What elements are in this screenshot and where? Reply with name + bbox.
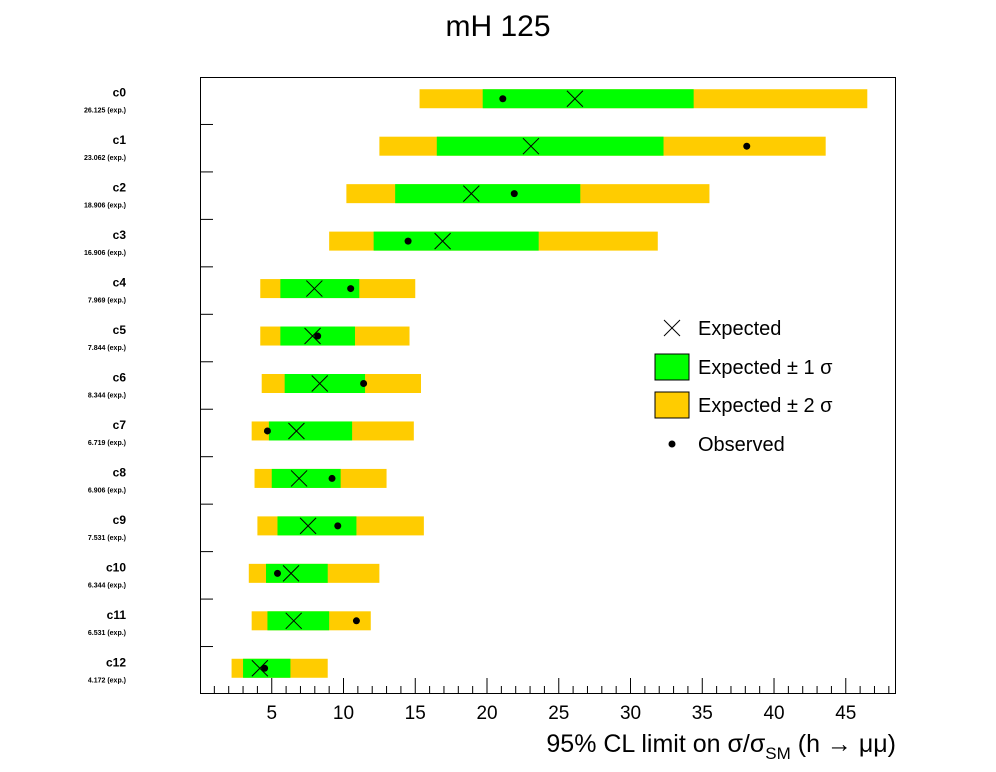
observed-marker [261, 664, 269, 672]
plot-frame [200, 77, 896, 694]
expected-marker [251, 659, 269, 677]
observed-marker [273, 569, 281, 577]
legend-label: Expected ± 2 σ [698, 395, 833, 417]
one-sigma-band [284, 374, 366, 393]
expected-marker [285, 612, 303, 630]
one-sigma-band [482, 89, 694, 109]
chart-title: mH 125 [445, 10, 551, 43]
category-expected-label: 6.344 (exp.) [88, 582, 126, 589]
expected-marker [288, 422, 305, 440]
category-label: c3 [113, 228, 127, 242]
legend-one-sigma-swatch [654, 353, 690, 381]
x-tick-label: 25 [548, 703, 569, 724]
category-label: c6 [113, 371, 127, 385]
category-label: c4 [113, 276, 127, 290]
category-expected-label: 4.172 (exp.) [88, 677, 126, 684]
x-tick-label: 30 [620, 703, 641, 724]
one-sigma-band [268, 421, 353, 441]
x-tick-label: 15 [405, 703, 426, 724]
observed-marker [352, 617, 360, 625]
observed-marker [347, 285, 355, 293]
category-expected-label: 18.906 (exp.) [84, 203, 126, 210]
observed-marker [404, 237, 412, 245]
category-label: c5 [113, 323, 127, 337]
category-expected-label: 8.344 (exp.) [88, 393, 126, 400]
expected-marker [299, 517, 317, 535]
category-expected-label: 6.906 (exp.) [88, 487, 126, 494]
category-label: c1 [113, 133, 127, 147]
legend-label: Expected [698, 318, 781, 340]
x-tick-label: 5 [266, 703, 277, 724]
legend-label: Expected ± 1 σ [698, 357, 833, 379]
category-label: c10 [106, 560, 126, 574]
x-tick-label: 45 [835, 703, 856, 724]
category-label: c0 [113, 86, 127, 100]
one-sigma-band [280, 279, 360, 299]
category-expected-label: 7.844 (exp.) [88, 345, 126, 352]
observed-marker [328, 474, 336, 482]
expected-marker [282, 564, 300, 582]
category-expected-label: 23.062 (exp.) [84, 155, 126, 162]
legend-expected-marker [663, 319, 681, 337]
expected-marker [522, 137, 540, 155]
observed-marker [510, 190, 518, 198]
observed-marker [314, 332, 322, 340]
category-expected-label: 6.531 (exp.) [88, 630, 126, 637]
category-expected-label: 16.906 (exp.) [84, 250, 126, 257]
legend-two-sigma-swatch [654, 391, 690, 419]
expected-marker [304, 327, 321, 345]
category-label: c7 [113, 418, 127, 432]
observed-marker [499, 95, 507, 103]
expected-marker [290, 470, 308, 487]
category-expected-label: 26.125 (exp.) [84, 108, 126, 115]
category-label: c12 [106, 655, 126, 669]
category-expected-label: 6.719 (exp.) [88, 440, 126, 447]
observed-marker [360, 380, 368, 387]
x-tick-label: 35 [692, 703, 713, 724]
observed-marker [743, 142, 751, 150]
category-label: c11 [107, 608, 127, 622]
x-tick-label: 40 [763, 703, 784, 724]
x-tick-label: 20 [476, 703, 497, 724]
category-expected-label: 7.531 (exp.) [88, 535, 126, 542]
category-label: c8 [113, 465, 127, 479]
legend-observed-marker [668, 440, 676, 448]
observed-marker [263, 427, 271, 435]
legend-label: Observed [698, 434, 785, 456]
one-sigma-band [271, 468, 341, 488]
one-sigma-band [395, 184, 581, 204]
expected-marker [566, 90, 584, 108]
category-label: c9 [113, 513, 127, 527]
one-sigma-band [266, 563, 328, 583]
category-expected-label: 7.969 (exp.) [88, 298, 126, 305]
expected-marker [311, 375, 329, 392]
x-axis-label: 95% CL limit on σ/σSM (h → μμ) [546, 730, 896, 763]
one-sigma-band [436, 136, 664, 156]
observed-marker [334, 522, 342, 530]
one-sigma-band [267, 611, 330, 631]
expected-marker [306, 280, 323, 297]
one-sigma-band [277, 516, 357, 536]
x-tick-label: 10 [333, 703, 354, 724]
one-sigma-band [373, 231, 539, 251]
category-label: c2 [113, 181, 127, 195]
expected-marker [462, 185, 480, 203]
expected-marker [434, 232, 451, 250]
